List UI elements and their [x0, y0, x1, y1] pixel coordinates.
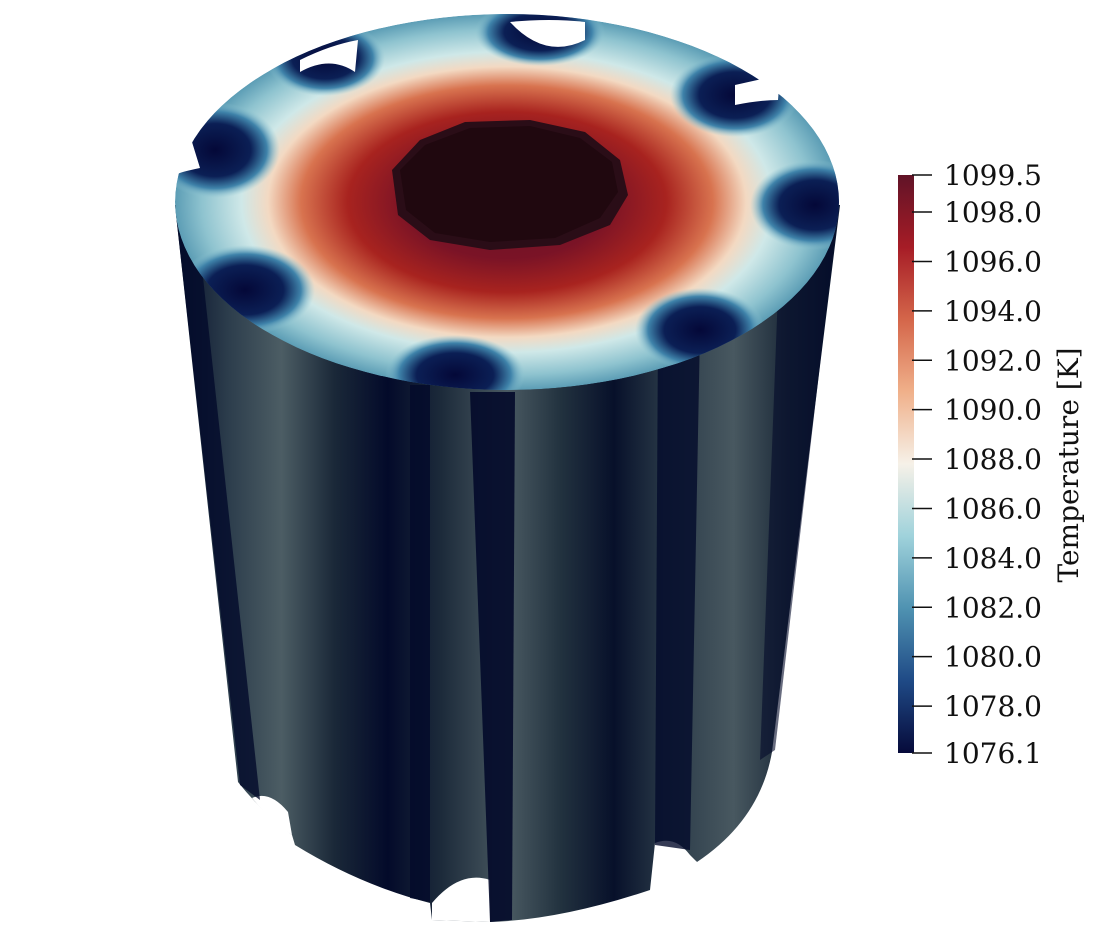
legend-tick-label: 1082.0 — [944, 591, 1042, 624]
legend-tick-label: 1080.0 — [944, 641, 1042, 674]
side-channel — [176, 215, 260, 800]
legend-tick-label: 1098.0 — [944, 196, 1042, 229]
side-channel — [470, 392, 515, 922]
legend-title: Temperature [K] — [1052, 347, 1085, 582]
top-notch — [175, 142, 200, 175]
side-channel — [410, 385, 430, 902]
legend-tick-label: 1084.0 — [944, 542, 1042, 575]
legend-tick-label: 1094.0 — [944, 295, 1042, 328]
legend-tick-label: 1092.0 — [944, 344, 1042, 377]
top-notch — [510, 20, 585, 47]
bottom-notch — [432, 877, 490, 922]
side-channel — [655, 330, 700, 850]
legend-tick-label: 1088.0 — [944, 443, 1042, 476]
legend-tick-label: 1099.5 — [944, 159, 1042, 192]
legend-tick-label: 1078.0 — [944, 690, 1042, 723]
bottom-notch — [655, 840, 697, 880]
side-channel — [760, 210, 838, 760]
bottom-notch — [252, 795, 292, 835]
colorbar — [898, 175, 914, 753]
legend-tick-label: 1090.0 — [944, 394, 1042, 427]
top-notch — [735, 75, 780, 105]
legend-tick-label: 1076.1 — [944, 737, 1042, 770]
central-hole-inner — [400, 126, 618, 242]
legend-tick-label: 1086.0 — [944, 492, 1042, 525]
legend-tick-label: 1096.0 — [944, 245, 1042, 278]
top-notch — [300, 40, 358, 72]
